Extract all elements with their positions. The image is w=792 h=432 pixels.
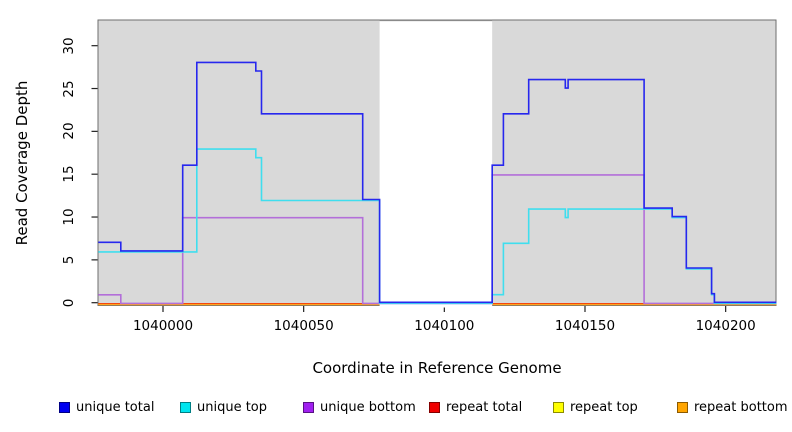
legend-label: unique top	[197, 400, 268, 415]
legend-swatch-icon	[553, 402, 564, 413]
legend-label: repeat bottom	[694, 400, 788, 415]
x-tick-label: 1040100	[414, 318, 475, 334]
legend-label: unique total	[76, 400, 155, 415]
y-tick-label: 10	[61, 208, 77, 226]
y-tick-label: 25	[61, 79, 77, 98]
legend-swatch-icon	[429, 402, 440, 413]
x-tick-label: 1040050	[273, 318, 334, 334]
y-tick-label: 0	[61, 298, 77, 307]
y-tick-label: 5	[61, 255, 77, 265]
legend-label: unique bottom	[320, 400, 416, 415]
legend-swatch-icon	[677, 402, 688, 413]
coverage-gap-band	[379, 21, 493, 308]
series-line-unique-top	[98, 148, 777, 305]
y-tick-label: 20	[61, 122, 77, 140]
x-tick-label: 1040150	[554, 318, 616, 334]
y-axis-title: Read Coverage Depth	[13, 80, 31, 246]
x-tick-label: 1040200	[695, 318, 756, 334]
legend-swatch-icon	[180, 402, 191, 413]
legend-label: repeat total	[446, 400, 523, 415]
series-line-unique-total	[98, 61, 777, 304]
legend-swatch-icon	[303, 402, 314, 413]
legend-label: repeat top	[570, 400, 638, 415]
x-axis-title: Coordinate in Reference Genome	[312, 359, 562, 377]
y-tick-label: 15	[61, 165, 77, 183]
x-tick-label: 1040000	[132, 318, 194, 334]
y-tick-label: 30	[61, 37, 77, 55]
legend-swatch-icon	[59, 402, 70, 413]
